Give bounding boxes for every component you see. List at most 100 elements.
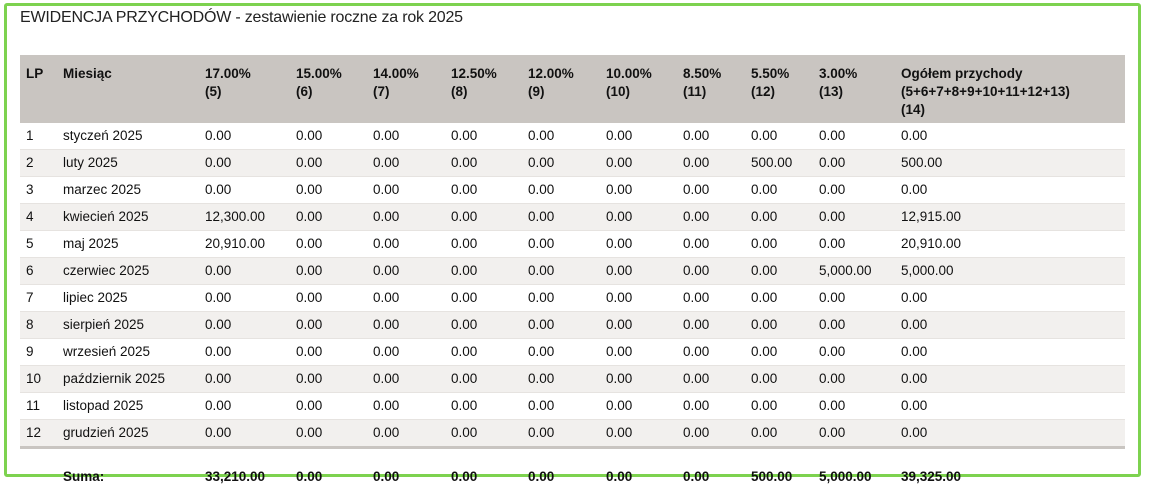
amount-cell: 0.00 (813, 393, 895, 420)
amount-cell: 0.00 (895, 312, 1125, 339)
amount-cell: 0.00 (600, 177, 677, 204)
amount-cell: 0.00 (199, 339, 290, 366)
amount-cell: 0.00 (445, 150, 522, 177)
amount-cell: 0.00 (522, 420, 600, 448)
month-cell: styczeń 2025 (57, 123, 199, 150)
column-header-label: 12.00% (528, 65, 596, 83)
amount-cell: 0.00 (290, 204, 367, 231)
row-number: 10 (20, 366, 57, 393)
month-cell: wrzesień 2025 (57, 339, 199, 366)
amount-cell: 0.00 (199, 123, 290, 150)
amount-cell: 0.00 (745, 366, 813, 393)
amount-cell: 0.00 (367, 339, 445, 366)
column-header-label: 17.00% (205, 65, 286, 83)
amount-cell: 0.00 (677, 420, 745, 448)
row-number: 1 (20, 123, 57, 150)
amount-cell: 0.00 (290, 231, 367, 258)
sum-cell: 0.00 (367, 448, 445, 497)
amount-cell: 0.00 (367, 177, 445, 204)
sum-cell: 0.00 (522, 448, 600, 497)
amount-cell: 0.00 (290, 150, 367, 177)
column-header: 12.50%(8) (445, 55, 522, 123)
amount-cell: 0.00 (522, 285, 600, 312)
amount-cell: 0.00 (522, 150, 600, 177)
amount-cell: 0.00 (895, 285, 1125, 312)
amount-cell: 12,300.00 (199, 204, 290, 231)
amount-cell: 0.00 (600, 231, 677, 258)
amount-cell: 0.00 (745, 231, 813, 258)
amount-cell: 0.00 (745, 312, 813, 339)
month-cell: lipiec 2025 (57, 285, 199, 312)
column-header-number: (12) (751, 83, 809, 101)
row-number: 9 (20, 339, 57, 366)
row-number: 6 (20, 258, 57, 285)
amount-cell: 0.00 (199, 177, 290, 204)
amount-cell: 0.00 (600, 366, 677, 393)
amount-cell: 0.00 (199, 312, 290, 339)
month-cell: październik 2025 (57, 366, 199, 393)
amount-cell: 0.00 (600, 123, 677, 150)
amount-cell: 0.00 (522, 339, 600, 366)
column-header-number: (9) (528, 83, 596, 101)
amount-cell: 0.00 (199, 150, 290, 177)
amount-cell: 0.00 (895, 177, 1125, 204)
column-header: 14.00%(7) (367, 55, 445, 123)
column-header-label: 5.50% (751, 65, 809, 83)
sum-cell: 39,325.00 (895, 448, 1125, 497)
amount-cell: 0.00 (600, 393, 677, 420)
sum-cell: 0.00 (445, 448, 522, 497)
amount-cell: 0.00 (745, 339, 813, 366)
amount-cell: 0.00 (290, 366, 367, 393)
amount-cell: 500.00 (745, 150, 813, 177)
row-number: 7 (20, 285, 57, 312)
row-number: 11 (20, 393, 57, 420)
row-number: 3 (20, 177, 57, 204)
amount-cell: 0.00 (745, 258, 813, 285)
column-header-number: (13) (819, 83, 891, 101)
amount-cell: 0.00 (199, 285, 290, 312)
column-header-label: 3.00% (819, 65, 891, 83)
row-number: 2 (20, 150, 57, 177)
amount-cell: 0.00 (445, 177, 522, 204)
amount-cell: 0.00 (367, 366, 445, 393)
amount-cell: 0.00 (677, 393, 745, 420)
amount-cell: 0.00 (813, 420, 895, 448)
sum-cell: 0.00 (290, 448, 367, 497)
column-header: 8.50%(11) (677, 55, 745, 123)
amount-cell: 0.00 (895, 339, 1125, 366)
amount-cell: 0.00 (677, 366, 745, 393)
amount-cell: 0.00 (290, 312, 367, 339)
amount-cell: 0.00 (600, 339, 677, 366)
amount-cell: 0.00 (745, 204, 813, 231)
column-header: 3.00%(13) (813, 55, 895, 123)
column-header-number: (5) (205, 83, 286, 101)
amount-cell: 0.00 (895, 123, 1125, 150)
amount-cell: 0.00 (813, 231, 895, 258)
amount-cell: 0.00 (895, 420, 1125, 448)
amount-cell: 0.00 (290, 393, 367, 420)
amount-cell: 0.00 (445, 204, 522, 231)
amount-cell: 0.00 (813, 177, 895, 204)
amount-cell: 0.00 (813, 312, 895, 339)
column-header: Ogółem przychody(5+6+7+8+9+10+11+12+13)(… (895, 55, 1125, 123)
amount-cell: 0.00 (367, 258, 445, 285)
amount-cell: 0.00 (290, 258, 367, 285)
sum-label: Suma: (57, 448, 199, 497)
month-cell: maj 2025 (57, 231, 199, 258)
amount-cell: 0.00 (367, 123, 445, 150)
amount-cell: 0.00 (600, 285, 677, 312)
amount-cell: 0.00 (522, 204, 600, 231)
sum-cell: 0.00 (600, 448, 677, 497)
amount-cell: 0.00 (522, 258, 600, 285)
amount-cell: 0.00 (290, 285, 367, 312)
amount-cell: 0.00 (677, 123, 745, 150)
